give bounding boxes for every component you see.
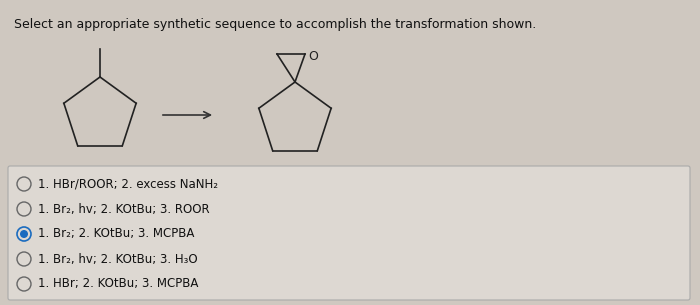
Circle shape bbox=[20, 230, 28, 238]
Text: 1. Br₂, hv; 2. KOtBu; 3. ROOR: 1. Br₂, hv; 2. KOtBu; 3. ROOR bbox=[38, 203, 209, 216]
Text: Select an appropriate synthetic sequence to accomplish the transformation shown.: Select an appropriate synthetic sequence… bbox=[14, 18, 536, 31]
Text: 1. HBr; 2. KOtBu; 3. MCPBA: 1. HBr; 2. KOtBu; 3. MCPBA bbox=[38, 278, 198, 290]
FancyBboxPatch shape bbox=[8, 166, 690, 300]
Text: 1. HBr/ROOR; 2. excess NaNH₂: 1. HBr/ROOR; 2. excess NaNH₂ bbox=[38, 178, 218, 191]
Text: 1. Br₂; 2. KOtBu; 3. MCPBA: 1. Br₂; 2. KOtBu; 3. MCPBA bbox=[38, 228, 195, 241]
Text: O: O bbox=[308, 49, 318, 63]
Text: 1. Br₂, hv; 2. KOtBu; 3. H₃O: 1. Br₂, hv; 2. KOtBu; 3. H₃O bbox=[38, 253, 197, 265]
